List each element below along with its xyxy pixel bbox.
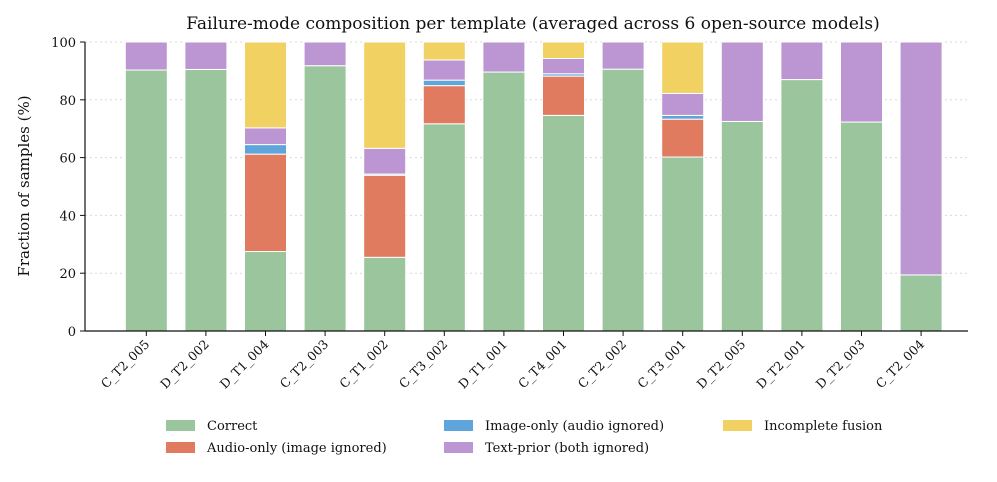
bar-segment <box>244 153 287 253</box>
bar-segment <box>661 156 705 332</box>
bar-segment <box>422 41 466 61</box>
y-tick-label: 60 <box>59 152 76 167</box>
bar-segment <box>303 41 347 67</box>
bar-segment <box>899 41 943 276</box>
x-tick-label: D_T2_003 <box>813 336 868 391</box>
axes <box>84 42 968 332</box>
bar-segment <box>661 118 705 158</box>
bar-segment <box>482 41 526 73</box>
bar-segment <box>780 79 824 332</box>
bar-segment <box>661 114 705 120</box>
legend: Correct Image-only (audio ignored) Incompl… <box>166 419 883 456</box>
y-tick-label: 20 <box>59 267 76 282</box>
chart-title: Failure-mode composition per template (a… <box>186 14 879 34</box>
legend-swatch <box>444 442 473 453</box>
legend-label: Image-only (audio ignored) <box>485 419 664 434</box>
x-tick-label: C_T2_004 <box>873 336 928 391</box>
bar-segment <box>422 59 466 81</box>
x-ticks: C_T2_005 D_T2_002 D_T1_004 C_T2_003 C_T1_002… <box>98 331 927 391</box>
x-tick-label: D_T1_004 <box>217 336 272 391</box>
y-axis-label: Fraction of samples (%) <box>15 95 33 276</box>
x-tick-label: C_T1_002 <box>336 337 391 392</box>
legend-label: Audio-only (image ignored) <box>206 441 387 456</box>
x-tick-label: C_T3_001 <box>634 337 689 392</box>
bar-segment <box>661 92 705 116</box>
bar-segment <box>899 274 943 332</box>
bar-segment <box>661 41 705 94</box>
legend-swatch <box>166 420 195 431</box>
bars <box>124 41 943 332</box>
bar-segment <box>542 75 585 116</box>
legend-label: Incomplete fusion <box>764 419 883 434</box>
bar-segment <box>184 68 228 332</box>
bar-segment <box>363 147 407 175</box>
x-tick-label: C_T3_002 <box>396 337 451 392</box>
x-tick-label: C_T2_003 <box>277 336 332 391</box>
bar-segment <box>542 41 585 59</box>
x-tick-label: D_T2_002 <box>157 337 212 392</box>
x-tick-label: D_T1_001 <box>455 337 510 392</box>
bar-segment <box>542 57 585 75</box>
bar-segment <box>482 71 526 332</box>
bar-segment <box>422 123 466 332</box>
x-tick-label: C_T4_001 <box>515 337 570 392</box>
bar-segment <box>244 127 287 146</box>
legend-label: Text-prior (both ignored) <box>485 441 649 456</box>
legend-swatch <box>166 442 195 453</box>
bar-segment <box>244 144 287 155</box>
bar-segment <box>244 251 287 332</box>
bar-segment <box>184 41 228 70</box>
bar-segment <box>244 41 287 129</box>
legend-label: Correct <box>207 419 258 434</box>
bar-segment <box>422 79 466 87</box>
y-tick-label: 40 <box>59 209 76 224</box>
bar-segment <box>601 68 645 332</box>
x-tick-label: C_T2_002 <box>575 337 630 392</box>
bar-segment <box>720 41 764 122</box>
bar-segment <box>363 41 407 149</box>
bar-segment <box>363 256 407 332</box>
bar-segment <box>780 41 824 81</box>
bar-segment <box>422 85 466 125</box>
legend-swatch <box>723 420 752 431</box>
bar-segment <box>124 69 168 332</box>
bar-segment <box>363 174 407 258</box>
bar-segment <box>601 41 645 70</box>
bar-segment <box>840 121 883 332</box>
y-tick-label: 0 <box>68 325 76 340</box>
bar-segment <box>542 114 585 332</box>
y-tick-label: 80 <box>59 94 76 109</box>
bar-segment <box>124 41 168 71</box>
x-tick-label: D_T2_001 <box>753 337 808 392</box>
y-tick-label: 100 <box>51 36 76 51</box>
bar-segment <box>303 65 347 332</box>
legend-swatch <box>444 420 473 431</box>
bar-segment <box>840 41 883 123</box>
y-ticks: 0 20 40 60 80 100 <box>51 36 85 340</box>
x-tick-label: C_T2_005 <box>98 337 153 392</box>
bar-segment <box>720 120 764 332</box>
x-tick-label: D_T2_005 <box>693 337 748 392</box>
